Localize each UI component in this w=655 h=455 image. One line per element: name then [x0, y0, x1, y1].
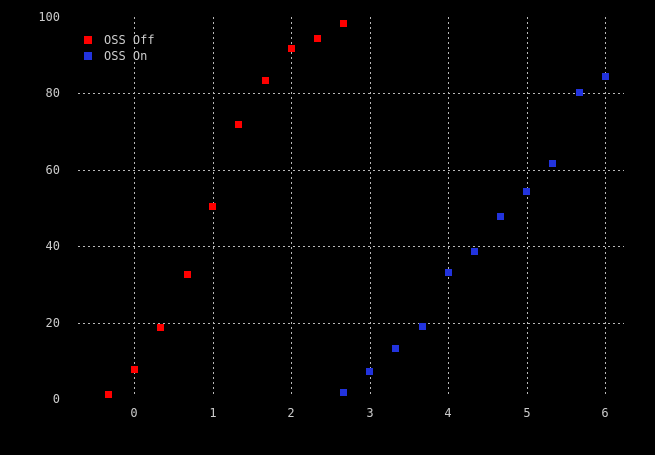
legend-label-oss-off: OSS Off	[104, 33, 155, 47]
legend-item-oss-on: OSS On	[84, 48, 155, 64]
data-point-oss-off	[314, 35, 321, 42]
y-tick-label: 100	[38, 10, 60, 24]
data-point-oss-off	[105, 391, 112, 398]
data-point-oss-on	[549, 160, 556, 167]
x-tick-label: 6	[601, 406, 609, 420]
legend: OSS Off OSS On	[84, 32, 155, 64]
y-tick-label: 80	[45, 86, 60, 100]
gridline-vertical	[370, 17, 371, 397]
data-point-oss-off	[340, 20, 347, 27]
data-point-oss-on	[340, 389, 347, 396]
gridline-horizontal	[78, 246, 624, 247]
gridline-vertical	[605, 17, 606, 397]
legend-marker-oss-off	[84, 36, 92, 44]
data-point-oss-on	[497, 213, 504, 220]
x-tick-label: 1	[209, 406, 217, 420]
y-tick-label: 60	[45, 163, 60, 177]
gridline-vertical	[134, 17, 135, 397]
legend-marker-oss-on	[84, 52, 92, 60]
gridline-vertical	[527, 17, 528, 397]
data-point-oss-on	[366, 368, 373, 375]
data-point-oss-off	[262, 77, 269, 84]
gridline-horizontal	[78, 170, 624, 171]
x-tick-label: 2	[287, 406, 295, 420]
legend-label-oss-on: OSS On	[104, 49, 148, 63]
legend-item-oss-off: OSS Off	[84, 32, 155, 48]
data-point-oss-off	[235, 121, 242, 128]
data-point-oss-on	[602, 73, 609, 80]
x-tick-label: 4	[444, 406, 452, 420]
gridline-horizontal	[78, 93, 624, 94]
data-point-oss-on	[445, 269, 452, 276]
y-tick-label: 0	[52, 392, 60, 406]
data-point-oss-off	[184, 271, 191, 278]
gridline-vertical	[291, 17, 292, 397]
data-point-oss-off	[131, 366, 138, 373]
x-tick-label: 5	[523, 406, 531, 420]
data-point-oss-off	[209, 203, 216, 210]
y-tick-label: 40	[45, 239, 60, 253]
data-point-oss-off	[157, 324, 164, 331]
gridline-vertical	[448, 17, 449, 397]
data-point-oss-on	[392, 345, 399, 352]
data-point-oss-off	[288, 45, 295, 52]
data-point-oss-on	[419, 323, 426, 330]
data-point-oss-on	[523, 188, 530, 195]
x-tick-label: 0	[130, 406, 138, 420]
y-tick-label: 20	[45, 316, 60, 330]
gridline-horizontal	[78, 323, 624, 324]
data-point-oss-on	[471, 248, 478, 255]
x-tick-label: 3	[366, 406, 374, 420]
data-point-oss-on	[576, 89, 583, 96]
